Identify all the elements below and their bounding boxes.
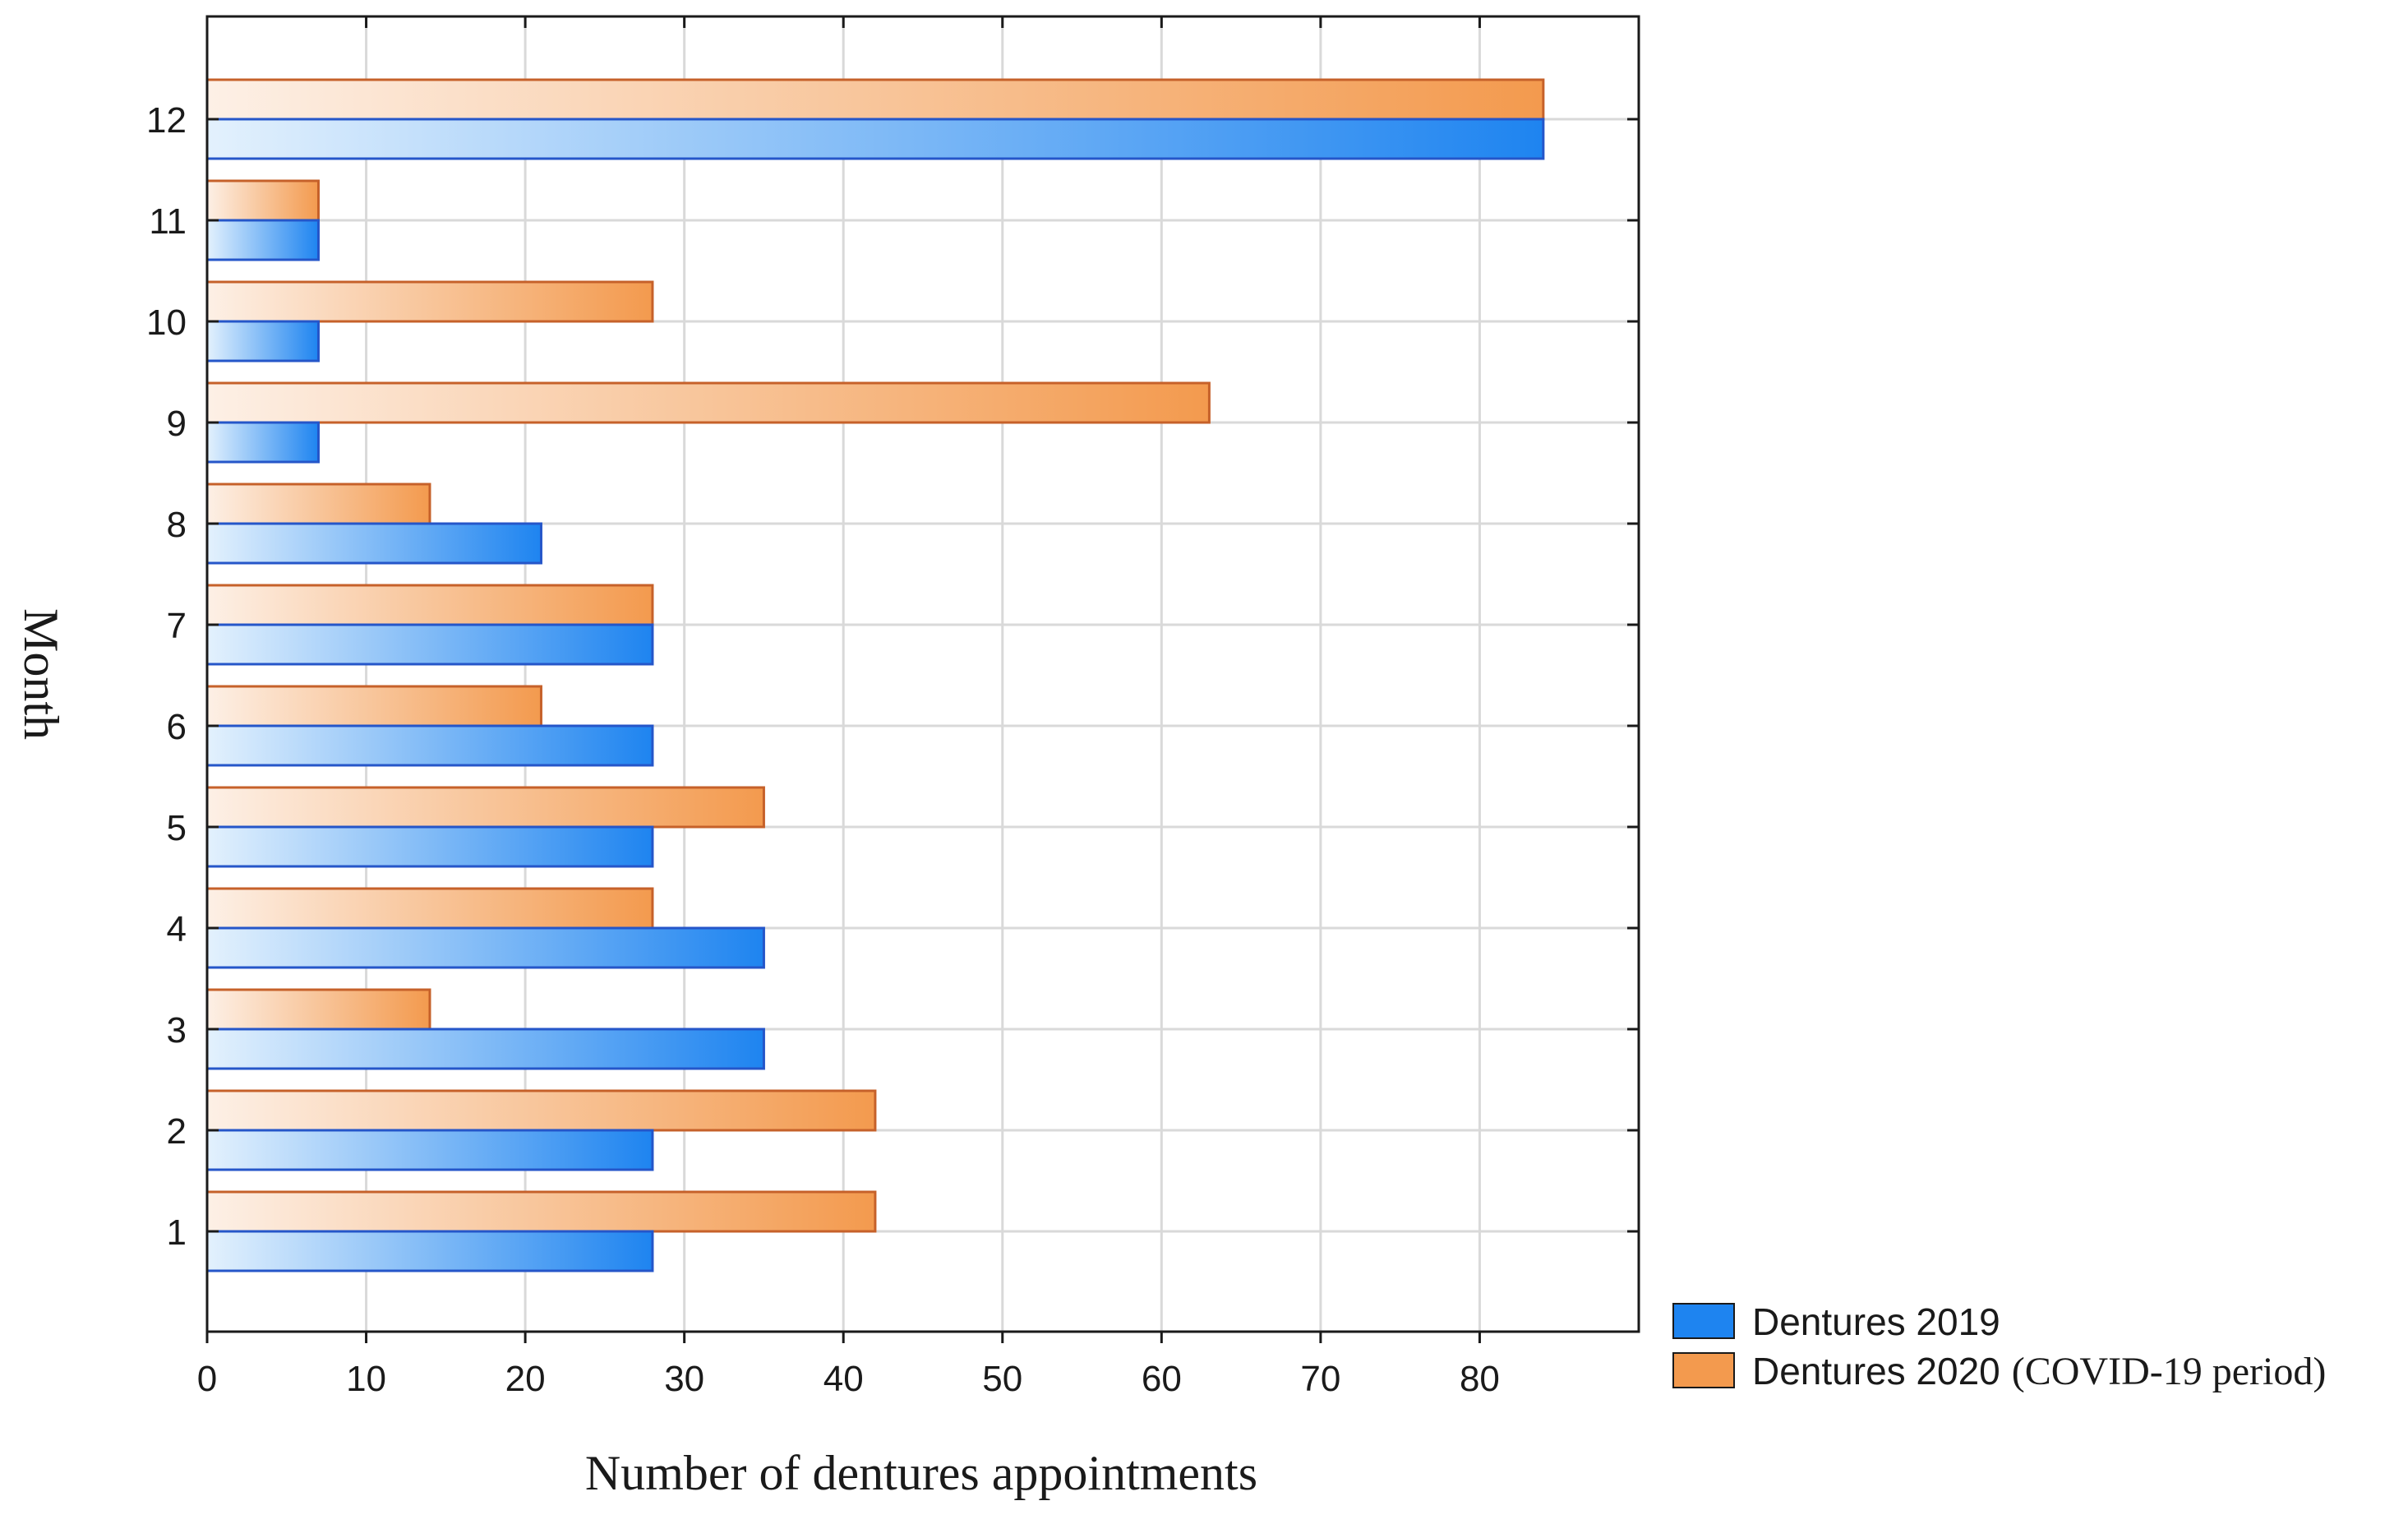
x-tick-label: 60: [1142, 1359, 1182, 1399]
bar-2019-month-4: [205, 926, 765, 969]
y-tick-label: 7: [167, 606, 187, 646]
bar-2020-month-8: [205, 483, 431, 525]
y-tick-label: 10: [146, 302, 187, 343]
bar-2020-month-10: [205, 280, 654, 323]
bar-2020-month-2: [205, 1089, 877, 1132]
bar-2020-month-6: [205, 685, 542, 727]
legend-label-2020-name: Dentures 2020: [1752, 1350, 2000, 1392]
x-tick-label: 40: [823, 1359, 864, 1399]
bar-2019-month-2: [205, 1129, 654, 1171]
bar-2020-month-11: [205, 179, 320, 222]
x-tick-label: 50: [982, 1359, 1022, 1399]
y-tick-label: 1: [167, 1212, 187, 1253]
y-tick-label: 5: [167, 808, 187, 848]
bar-2019-month-3: [205, 1028, 765, 1070]
bar-2019-month-10: [205, 320, 320, 363]
bar-2019-month-7: [205, 623, 654, 666]
y-tick-label: 4: [167, 909, 187, 949]
bar-2020-month-1: [205, 1190, 877, 1233]
bar-2019-month-12: [205, 118, 1545, 160]
legend-label-2019: Dentures 2019: [1752, 1300, 2000, 1343]
x-tick-label: 70: [1300, 1359, 1340, 1399]
y-axis-title: Month: [14, 608, 68, 740]
bar-2019-month-9: [205, 421, 320, 464]
x-tick-label: 80: [1460, 1359, 1500, 1399]
legend-label-2020-suffix: (COVID-19 period): [2012, 1350, 2327, 1393]
bar-2020-month-9: [205, 381, 1211, 424]
x-tick-label: 0: [197, 1359, 217, 1399]
legend: Dentures 2019 Dentures 2020 (COVID-19 pe…: [1672, 1300, 2326, 1393]
y-tick-label: 11: [149, 201, 187, 242]
bar-2020-month-12: [205, 78, 1545, 121]
y-tick-label: 12: [146, 100, 187, 141]
bar-2020-month-5: [205, 786, 765, 829]
bar-2019-month-6: [205, 724, 654, 767]
x-tick-label: 30: [664, 1359, 704, 1399]
x-tick-label: 20: [505, 1359, 546, 1399]
legend-swatch-2019: [1672, 1303, 1735, 1339]
bar-2019-month-11: [205, 219, 320, 261]
tick-marks: [205, 16, 1639, 1343]
legend-swatch-2020: [1672, 1352, 1735, 1388]
legend-label-2020: Dentures 2020 (COVID-19 period): [1752, 1350, 2326, 1393]
y-tick-label: 3: [167, 1010, 187, 1051]
bars: [205, 78, 1545, 1272]
y-tick-label: 6: [167, 707, 187, 747]
y-tick-label: 8: [167, 505, 187, 545]
bar-2019-month-1: [205, 1230, 654, 1272]
bar-2020-month-3: [205, 988, 431, 1031]
bar-2020-month-4: [205, 887, 654, 930]
bar-2019-month-5: [205, 825, 654, 868]
x-axis-title: Number of dentures appointments: [585, 1446, 1257, 1500]
x-tick-label: 10: [346, 1359, 386, 1399]
y-tick-label: 2: [167, 1111, 187, 1152]
y-tick-label: 9: [167, 404, 187, 444]
bar-2020-month-7: [205, 584, 654, 626]
plot-area-frame: [205, 15, 1640, 1333]
bar-2019-month-8: [205, 522, 542, 565]
x-tick-labels: 0 10 20 30 40 50 60 70 80: [197, 1359, 1500, 1399]
